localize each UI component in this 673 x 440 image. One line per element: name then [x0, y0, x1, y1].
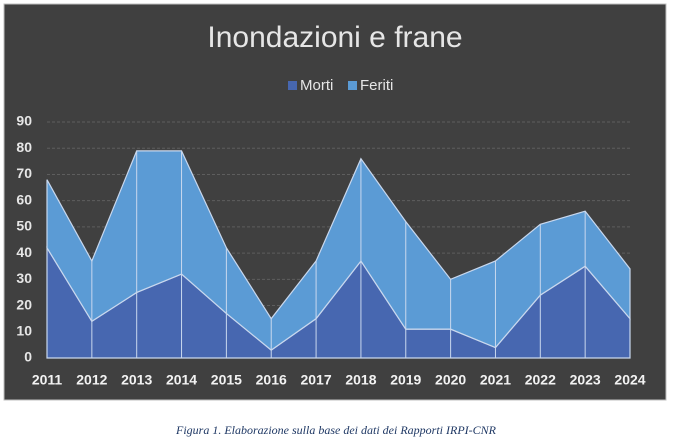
legend-swatch [288, 81, 297, 90]
x-tick-label: 2021 [480, 372, 511, 388]
legend-label: Feriti [360, 77, 393, 94]
y-tick-label: 10 [16, 322, 32, 338]
y-tick-label: 90 [16, 113, 32, 129]
legend-swatch [348, 81, 357, 90]
x-tick-label: 2015 [211, 372, 242, 388]
y-tick-label: 0 [24, 349, 32, 365]
x-tick-label: 2018 [345, 372, 376, 388]
x-tick-label: 2013 [121, 372, 152, 388]
x-tick-label: 2012 [76, 372, 107, 388]
x-tick-label: 2017 [300, 372, 331, 388]
y-tick-label: 60 [16, 191, 32, 207]
y-tick-label: 50 [16, 218, 32, 234]
x-tick-label: 2016 [256, 372, 287, 388]
x-tick-label: 2020 [435, 372, 466, 388]
x-tick-label: 2024 [614, 372, 645, 388]
y-tick-label: 20 [16, 296, 32, 312]
y-tick-label: 80 [16, 139, 32, 155]
y-tick-label: 40 [16, 244, 32, 260]
x-tick-label: 2023 [570, 372, 601, 388]
x-tick-label: 2019 [390, 372, 421, 388]
x-tick-label: 2014 [166, 372, 197, 388]
y-tick-label: 70 [16, 165, 32, 181]
x-tick-label: 2022 [525, 372, 556, 388]
caption: Figura 1. Elaborazione sulla base dei da… [175, 423, 497, 437]
legend-label: Morti [300, 77, 333, 94]
x-tick-label: 2011 [32, 372, 63, 388]
chart-title: Inondazioni e frane [207, 21, 462, 54]
y-tick-label: 30 [16, 270, 32, 286]
